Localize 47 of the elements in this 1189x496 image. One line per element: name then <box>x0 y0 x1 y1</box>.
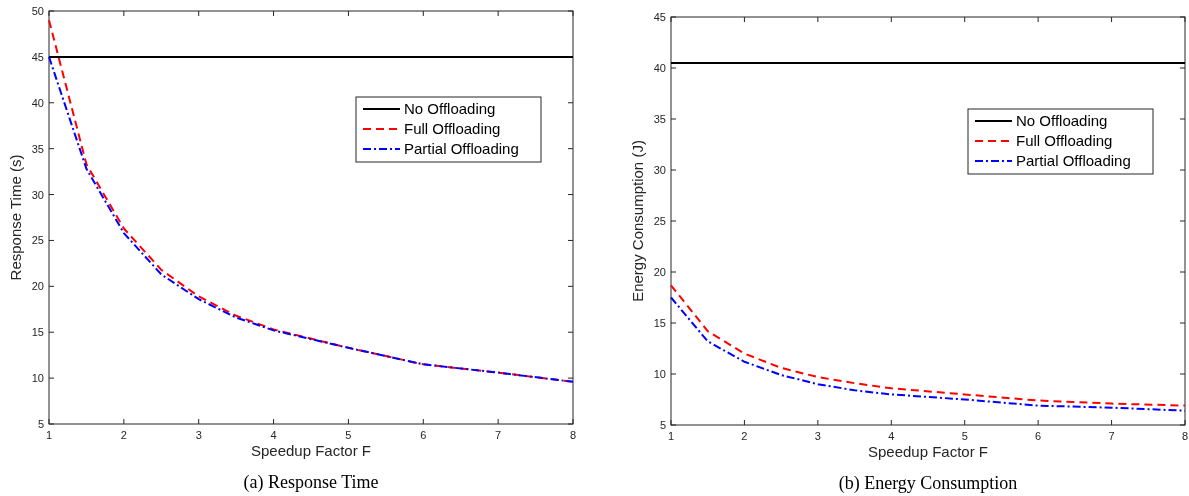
x-tick-label: 7 <box>1108 430 1115 442</box>
x-tick-label: 1 <box>667 430 675 442</box>
legend-label: Partial Offloading <box>404 140 519 157</box>
x-tick-label: 4 <box>270 429 277 441</box>
x-tick-label: 5 <box>961 430 968 442</box>
y-tick-label: 15 <box>653 317 666 329</box>
y-tick-label: 20 <box>653 266 666 278</box>
y-tick-label: 10 <box>31 372 44 385</box>
y-tick-label: 30 <box>31 188 44 201</box>
legend-label: Full Offloading <box>404 120 501 137</box>
y-tick-label: 40 <box>31 96 44 109</box>
x-tick-label: 1 <box>45 429 53 441</box>
x-tick-label: 2 <box>120 429 127 441</box>
y-tick-label: 20 <box>31 280 44 293</box>
y-tick-label: 35 <box>653 113 666 125</box>
x-axis-title: Speedup Factor F <box>250 442 372 459</box>
x-tick-label: 8 <box>1181 430 1189 442</box>
x-tick-label: 4 <box>888 430 895 442</box>
y-tick-label: 5 <box>37 418 44 430</box>
y-tick-label: 45 <box>653 11 666 23</box>
legend-label: Partial Offloading <box>1016 152 1131 169</box>
y-tick-label: 35 <box>31 142 44 155</box>
legend-label: No Offloading <box>404 100 496 117</box>
y-axis-title: Energy Consumption (J) <box>629 140 646 302</box>
y-tick-label: 40 <box>653 62 666 74</box>
x-tick-label: 3 <box>814 430 821 442</box>
y-tick-label: 25 <box>31 234 44 247</box>
x-tick-label: 7 <box>495 429 502 441</box>
y-tick-label: 50 <box>31 5 44 17</box>
x-tick-label: 3 <box>195 429 202 441</box>
y-tick-label: 5 <box>659 419 666 431</box>
y-tick-label: 45 <box>31 50 44 63</box>
x-tick-label: 2 <box>741 430 748 442</box>
legend-label: Full Offloading <box>1016 132 1113 149</box>
y-tick-label: 30 <box>653 164 666 176</box>
y-axis-title: Response Time (s) <box>7 154 24 281</box>
y-tick-label: 15 <box>31 326 44 339</box>
x-tick-label: 6 <box>1035 430 1042 442</box>
x-tick-label: 8 <box>569 429 577 441</box>
legend-label: No Offloading <box>1016 112 1108 129</box>
text: (b) Energy Consumption <box>838 473 1018 494</box>
x-tick-label: 5 <box>345 429 352 441</box>
x-axis-title: Speedup Factor F <box>867 443 989 460</box>
y-tick-label: 10 <box>653 368 666 380</box>
y-tick-label: 25 <box>653 215 666 227</box>
text: (a) Response Time <box>243 472 379 493</box>
x-tick-label: 6 <box>420 429 427 441</box>
